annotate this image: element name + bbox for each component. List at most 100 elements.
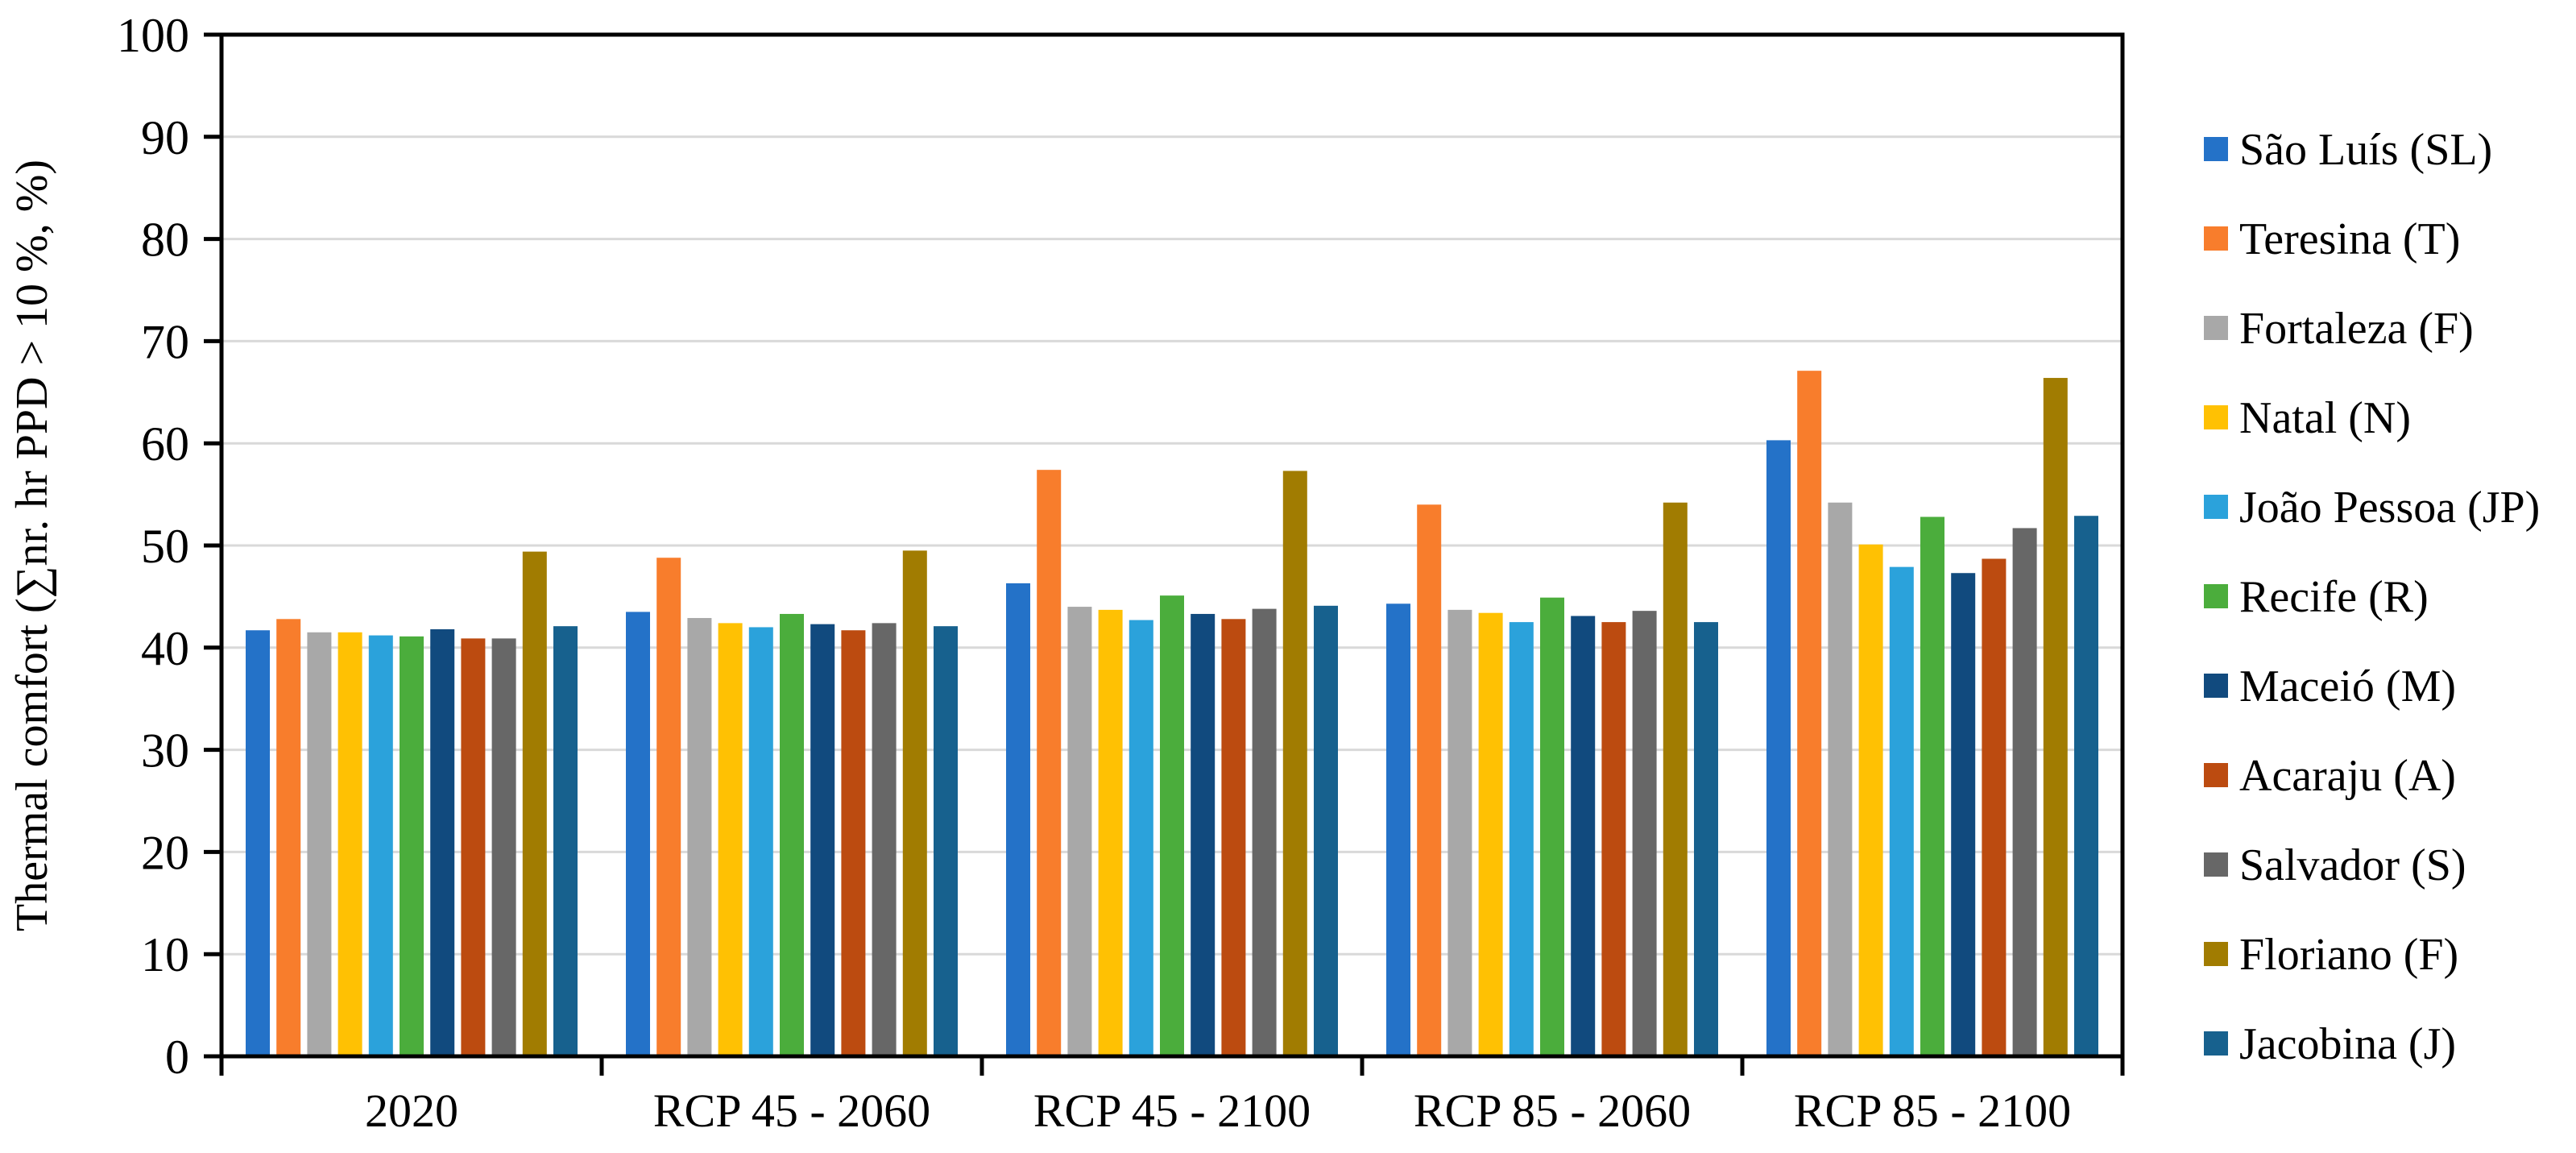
bar-J-RCP 85 - 2060 <box>1694 622 1718 1056</box>
bar-N-RCP 45 - 2100 <box>1098 609 1123 1056</box>
legend-swatch-JP <box>2204 495 2228 519</box>
bar-S-2020 <box>491 638 516 1056</box>
y-axis-tick-labels: 0 10 20 30 40 50 60 70 80 90 100 <box>117 9 189 1084</box>
x-category-label: RCP 45 - 2060 <box>653 1085 930 1137</box>
bar-R-RCP 85 - 2060 <box>1540 597 1564 1056</box>
legend-swatch-F <box>2204 316 2228 340</box>
bar-JP-RCP 85 - 2100 <box>1889 566 1914 1056</box>
bar-M-RCP 85 - 2060 <box>1571 616 1596 1056</box>
legend-swatch-T <box>2204 226 2228 251</box>
x-category-label: RCP 85 - 2060 <box>1414 1085 1691 1137</box>
bar-F-RCP 45 - 2100 <box>1067 607 1092 1056</box>
legend-swatch-SL <box>2204 137 2228 161</box>
y-tick-label: 80 <box>141 214 189 267</box>
bar-T-2020 <box>276 619 301 1056</box>
bar-J-RCP 85 - 2100 <box>2074 516 2098 1056</box>
bar-M-2020 <box>430 628 455 1056</box>
bar-S-RCP 85 - 2060 <box>1632 611 1657 1056</box>
y-tick-label: 70 <box>141 315 189 368</box>
bar-J-RCP 45 - 2100 <box>1314 605 1338 1056</box>
bar-T-RCP 45 - 2100 <box>1037 470 1062 1056</box>
x-category-label: RCP 85 - 2100 <box>1794 1085 2071 1137</box>
bar-N-RCP 45 - 2060 <box>718 623 743 1056</box>
bar-JP-RCP 45 - 2060 <box>748 627 773 1056</box>
y-tick-label: 20 <box>141 826 189 879</box>
bar-SL-RCP 85 - 2060 <box>1386 603 1410 1056</box>
bar-F-RCP 85 - 2060 <box>1447 609 1472 1056</box>
bar-S-RCP 45 - 2100 <box>1252 608 1277 1056</box>
bar-JP-RCP 85 - 2060 <box>1509 622 1534 1056</box>
legend-label-Flo: Floriano (F) <box>2239 930 2458 980</box>
legend-swatch-J <box>2204 1031 2228 1056</box>
bar-M-RCP 85 - 2100 <box>1951 573 1976 1056</box>
bar-Flo-RCP 85 - 2060 <box>1663 502 1688 1056</box>
bar-J-2020 <box>553 626 578 1056</box>
legend-swatch-N <box>2204 405 2228 429</box>
chart-legend: São Luís (SL) Teresina (T) Fortaleza (F) Na… <box>2204 125 2540 1069</box>
legend-label-T: Teresina (T) <box>2239 214 2460 264</box>
bar-JP-2020 <box>368 635 393 1056</box>
y-tick-label: 100 <box>117 9 189 62</box>
bar-R-RCP 85 - 2100 <box>1920 516 1944 1056</box>
bar-A-RCP 45 - 2100 <box>1221 619 1246 1056</box>
bar-M-RCP 45 - 2100 <box>1191 613 1216 1056</box>
bar-series <box>246 371 2098 1057</box>
bar-SL-RCP 45 - 2060 <box>626 612 650 1056</box>
bar-JP-RCP 45 - 2100 <box>1129 620 1153 1056</box>
bar-A-2020 <box>461 638 486 1056</box>
legend-swatch-R <box>2204 584 2228 608</box>
bar-N-RCP 85 - 2100 <box>1858 544 1883 1056</box>
legend-label-SL: São Luís (SL) <box>2239 125 2492 175</box>
legend-swatch-S <box>2204 852 2228 877</box>
bar-A-RCP 45 - 2060 <box>841 630 866 1056</box>
bar-J-RCP 45 - 2060 <box>934 626 958 1056</box>
bar-T-RCP 85 - 2100 <box>1797 371 1822 1056</box>
legend-label-R: Recife (R) <box>2239 572 2429 622</box>
bar-S-RCP 45 - 2060 <box>872 623 897 1056</box>
legend-label-J: Jacobina (J) <box>2239 1019 2456 1069</box>
axes-frame <box>204 32 2125 1076</box>
legend-swatch-A <box>2204 763 2228 787</box>
y-tick-label: 90 <box>141 111 189 164</box>
y-tick-label: 30 <box>141 724 189 778</box>
bar-R-2020 <box>400 636 424 1056</box>
bar-F-RCP 85 - 2100 <box>1828 502 1853 1056</box>
bar-M-RCP 45 - 2060 <box>810 624 835 1056</box>
bar-F-RCP 45 - 2060 <box>687 618 712 1056</box>
legend-label-S: Salvador (S) <box>2239 840 2466 890</box>
y-axis-title: Thermal comfort (∑nr. hr PPD > 10 %, %) <box>7 160 57 931</box>
y-tick-label: 10 <box>141 928 189 981</box>
y-tick-label: 50 <box>141 520 189 573</box>
y-tick-label: 0 <box>165 1031 189 1084</box>
bar-T-RCP 85 - 2060 <box>1417 504 1442 1056</box>
bar-Flo-2020 <box>522 551 547 1056</box>
bar-N-RCP 85 - 2060 <box>1478 612 1503 1056</box>
bar-R-RCP 45 - 2060 <box>780 613 804 1056</box>
bar-A-RCP 85 - 2060 <box>1601 622 1626 1056</box>
bar-SL-RCP 85 - 2100 <box>1766 440 1791 1056</box>
legend-swatch-M <box>2204 674 2228 698</box>
bar-S-RCP 85 - 2100 <box>2012 528 2037 1056</box>
bar-T-RCP 45 - 2060 <box>656 558 681 1056</box>
legend-label-N: Natal (N) <box>2239 393 2411 443</box>
bar-Flo-RCP 45 - 2060 <box>902 550 927 1056</box>
bar-R-RCP 45 - 2100 <box>1160 595 1184 1056</box>
bar-Flo-RCP 85 - 2100 <box>2043 378 2068 1057</box>
bar-N-2020 <box>338 632 362 1056</box>
x-category-label: 2020 <box>365 1085 458 1137</box>
legend-swatch-Flo <box>2204 942 2228 966</box>
legend-label-M: Maceió (M) <box>2239 662 2456 711</box>
x-category-label: RCP 45 - 2100 <box>1033 1085 1311 1137</box>
x-axis-category-labels: 2020 RCP 45 - 2060 RCP 45 - 2100 RCP 85 - 2… <box>365 1085 2071 1137</box>
bar-Flo-RCP 45 - 2100 <box>1282 471 1307 1056</box>
y-tick-label: 60 <box>141 417 189 471</box>
legend-label-F: Fortaleza (F) <box>2239 304 2474 354</box>
legend-label-JP: João Pessoa (JP) <box>2239 483 2540 533</box>
bar-SL-2020 <box>246 630 270 1056</box>
y-tick-label: 40 <box>141 622 189 675</box>
bar-A-RCP 85 - 2100 <box>1982 558 2007 1056</box>
bar-SL-RCP 45 - 2100 <box>1006 583 1030 1056</box>
legend-label-A: Acaraju (A) <box>2239 751 2456 801</box>
